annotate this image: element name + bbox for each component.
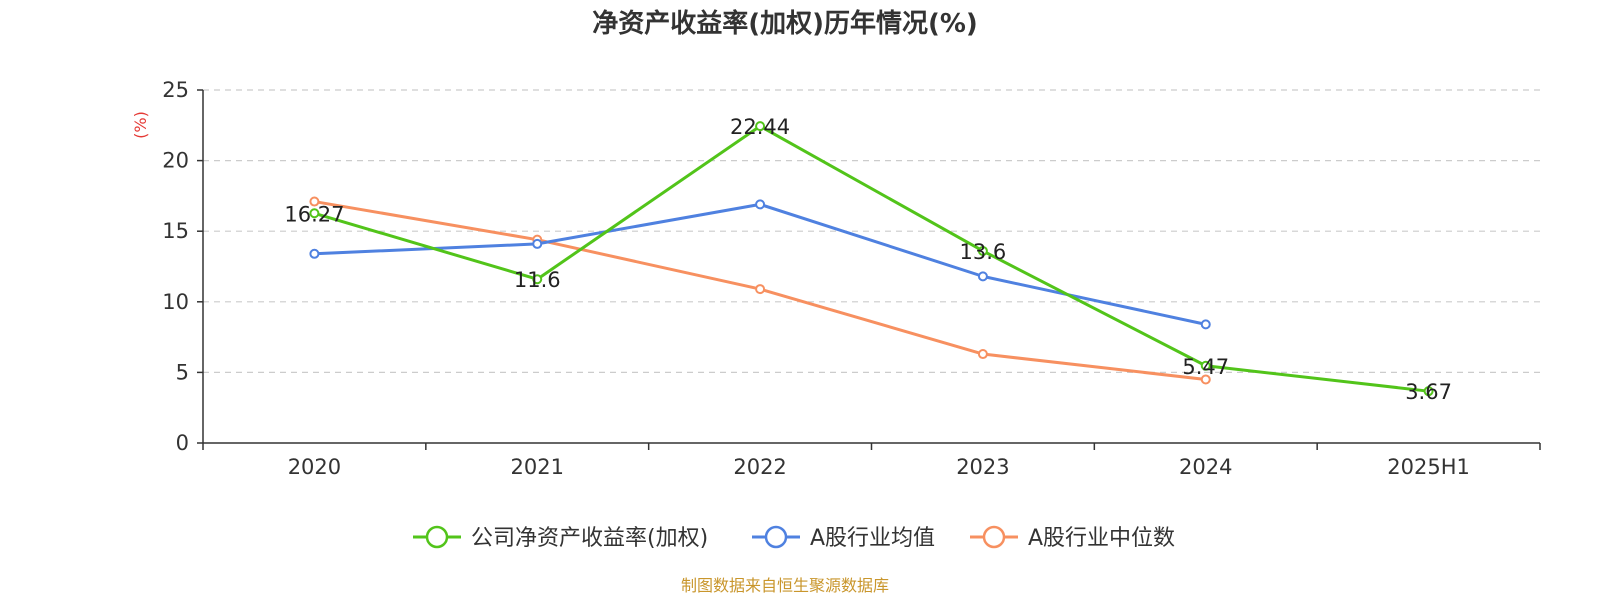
series-point-2	[755, 284, 766, 295]
legend-item-0[interactable]: 公司净资产收益率(加权)	[413, 525, 708, 551]
x-tick-label: 2021	[511, 455, 564, 479]
legend-label: A股行业中位数	[1028, 526, 1175, 551]
data-label: 22.44	[730, 115, 790, 139]
x-tick-label: 2025H1	[1387, 455, 1470, 479]
legend-label: 公司净资产收益率(加权)	[471, 526, 708, 551]
legend-item-2[interactable]: A股行业中位数	[970, 525, 1175, 551]
series-point-1	[977, 271, 988, 282]
series-point-2	[1200, 374, 1211, 385]
series-point-1	[1200, 319, 1211, 330]
y-tick-label: 5	[176, 360, 189, 384]
series-point-2	[977, 349, 988, 360]
data-label: 11.6	[514, 268, 561, 292]
series-line-0	[313, 124, 1429, 393]
y-tick-label: 25	[162, 78, 189, 102]
y-tick-label: 10	[162, 290, 189, 314]
data-labels: 16.27 11.6 22.44 13.6 5.47 3.67	[284, 115, 1452, 404]
series-point-0	[532, 274, 543, 285]
x-tick-label: 2023	[956, 455, 1009, 479]
series-point-1	[309, 248, 320, 259]
x-tick-label: 2022	[733, 455, 786, 479]
series-lines	[309, 121, 1434, 397]
series-point-0	[309, 208, 320, 219]
legend-swatch-marker	[982, 525, 1006, 549]
series-point-1	[755, 199, 766, 210]
y-tick-label: 0	[176, 431, 189, 455]
legend-swatch-marker	[425, 525, 449, 549]
series-point-0	[755, 121, 766, 132]
chart-title: 净资产收益率(加权)历年情况(%)	[592, 8, 978, 39]
data-label: 3.67	[1405, 380, 1452, 404]
series-point-2	[309, 196, 320, 207]
x-tick-label: 2020	[288, 455, 341, 479]
gridlines	[203, 89, 1540, 373]
legend[interactable]: 公司净资产收益率(加权) A股行业均值 A股行业中位数	[413, 525, 1175, 551]
x-tick-label: 2024	[1179, 455, 1232, 479]
axes: 0 5 10 15 20 25 2020 2021 2022 2023 2024 2025H1	[162, 78, 1541, 479]
y-axis-unit-label: (%)	[131, 111, 150, 139]
series-point-0	[1200, 360, 1211, 371]
data-label: 5.47	[1182, 355, 1229, 379]
data-label: 16.27	[284, 202, 344, 226]
legend-label: A股行业均值	[810, 526, 935, 551]
y-tick-label: 15	[162, 219, 189, 243]
source-note: 制图数据来自恒生聚源数据库	[681, 576, 889, 595]
series-point-1	[532, 238, 543, 249]
legend-item-1[interactable]: A股行业均值	[752, 525, 935, 551]
legend-swatch-marker	[764, 525, 788, 549]
series-point-0	[1423, 386, 1434, 397]
series-line-1	[314, 202, 1207, 326]
series-point-0	[977, 245, 988, 256]
data-label: 13.6	[960, 240, 1007, 264]
y-tick-label: 20	[162, 149, 189, 173]
